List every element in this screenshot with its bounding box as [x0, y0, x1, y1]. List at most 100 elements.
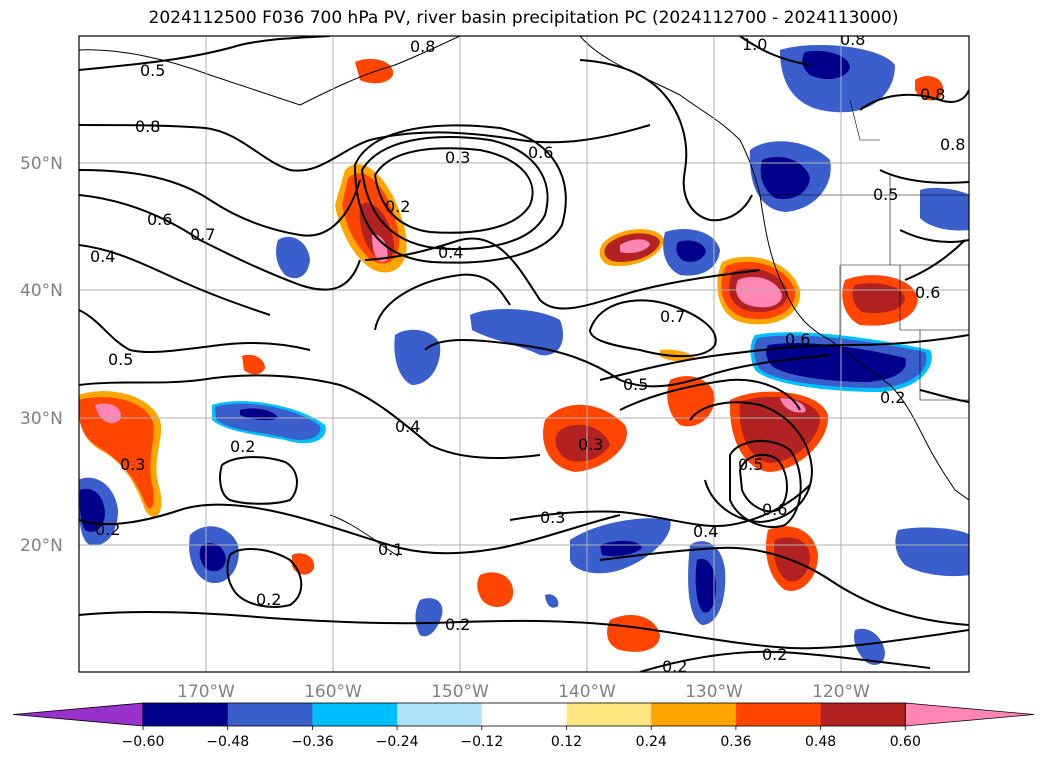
- contour-label: 0.7: [190, 225, 215, 244]
- colorbar-segment: [481, 703, 567, 726]
- colorbar-tick-label: −0.60: [122, 734, 165, 750]
- precip-blob: [242, 354, 265, 375]
- contour-label: 0.3: [445, 148, 470, 167]
- contour-label: 0.6: [528, 143, 553, 162]
- contour-label: 0.7: [660, 307, 685, 326]
- contour-label: 0.5: [738, 455, 763, 474]
- precip-blob: [920, 187, 969, 231]
- gridlines: [79, 36, 969, 672]
- precip-blob: [276, 236, 310, 279]
- colorbar-extend-min: [12, 702, 144, 727]
- colorbar-tick-label: 0.12: [551, 734, 582, 750]
- lat-label: 40°N: [20, 281, 63, 301]
- precip-blob: [760, 156, 810, 200]
- precip-blob: [852, 283, 905, 314]
- precip-blob: [915, 75, 944, 101]
- lat-label: 20°N: [20, 536, 63, 556]
- colorbar-segment: [820, 703, 906, 726]
- precip-blob: [607, 615, 660, 652]
- contour-label: 0.4: [90, 247, 115, 266]
- lat-label: 30°N: [20, 409, 63, 429]
- precip-blob: [766, 343, 906, 382]
- contour-label: 0.6: [147, 210, 172, 229]
- precip-blob: [415, 598, 443, 637]
- contour-label: 0.2: [880, 388, 905, 407]
- precip-blob: [739, 396, 820, 463]
- colorbar-tick-label: −0.24: [376, 734, 419, 750]
- colorbar-tick-label: −0.48: [206, 734, 249, 750]
- colorbar-segment: [143, 703, 229, 726]
- contour-label: 0.8: [135, 117, 160, 136]
- contour-label: 0.2: [230, 437, 255, 456]
- precip-blob: [895, 527, 969, 577]
- colorbar-segment: [312, 703, 398, 726]
- coastline-alaska: [79, 36, 461, 106]
- precip-blob: [736, 276, 782, 308]
- precip-blob: [372, 234, 388, 262]
- colorbar-tick-label: 0.36: [720, 734, 751, 750]
- contour-label: 0.2: [662, 657, 687, 676]
- precip-positive-areas: [79, 58, 944, 652]
- precip-blob: [545, 594, 559, 608]
- precip-blob: [695, 558, 716, 613]
- longitude-labels: 170°W 160°W 150°W 140°W 130°W 120°W: [177, 682, 870, 702]
- pv-contours: [79, 36, 969, 672]
- lon-label: 160°W: [304, 682, 362, 702]
- precip-blob: [355, 58, 394, 84]
- lon-label: 140°W: [558, 682, 616, 702]
- lat-label: 50°N: [20, 154, 63, 174]
- precip-blob: [676, 240, 706, 262]
- colorbar-segment: [651, 703, 737, 726]
- contour-label: 0.8: [940, 135, 965, 154]
- contour-label: 0.3: [120, 455, 145, 474]
- contour-label: 0.2: [762, 645, 787, 664]
- precip-blob: [477, 572, 514, 607]
- contour-label: 0.6: [785, 330, 810, 349]
- colorbar-tick-label: 0.24: [636, 734, 667, 750]
- colorbar-segment: [735, 703, 822, 726]
- contour-label: 0.1: [378, 540, 403, 559]
- lon-label: 130°W: [685, 682, 743, 702]
- precip-blob: [620, 239, 650, 254]
- contour-label: 0.8: [410, 37, 435, 56]
- contour-label: 0.6: [915, 283, 940, 302]
- colorbar-tick-label: 0.48: [805, 734, 836, 750]
- precip-blob: [240, 408, 278, 421]
- precip-blob: [555, 424, 610, 462]
- contour-label: 0.5: [108, 350, 133, 369]
- contour-labels: 0.5 0.8 0.6 0.7 0.4 0.5 0.3 0.2 0.4 0.6 …: [90, 30, 965, 676]
- contour-label: 0.8: [920, 85, 945, 104]
- contour-label: 0.8: [840, 30, 865, 49]
- contour-label: 0.6: [762, 500, 787, 519]
- colorbar-tick-label: −0.12: [460, 734, 503, 750]
- precip-blob: [854, 628, 885, 665]
- precip-blob: [470, 308, 564, 356]
- precip-blob: [802, 50, 850, 80]
- contour-label: 0.4: [438, 243, 463, 262]
- contour-label: 0.4: [395, 417, 420, 436]
- colorbar-segment: [227, 703, 313, 726]
- contour-label: 0.5: [140, 61, 165, 80]
- contour-label: 0.4: [693, 522, 718, 541]
- precip-negative-areas: [79, 45, 969, 665]
- lon-label: 170°W: [177, 682, 235, 702]
- map-title: 2024112500 F036 700 hPa PV, river basin …: [148, 8, 899, 28]
- contour-label: 0.2: [256, 590, 281, 609]
- colorbar-segment: [566, 703, 652, 726]
- contour-label: 0.3: [578, 435, 603, 454]
- contour-label: 0.5: [873, 185, 898, 204]
- map-frame: [78, 35, 970, 673]
- contour-label: 1.0: [742, 35, 767, 54]
- contour-label: 0.2: [385, 197, 410, 216]
- contour-label: 0.2: [445, 615, 470, 634]
- colorbar-border: [142, 702, 906, 727]
- colorbar-tick-label: 0.60: [890, 734, 921, 750]
- colorbar-tick-label: −0.36: [291, 734, 334, 750]
- lon-label: 120°W: [812, 682, 870, 702]
- state-borders: [760, 99, 969, 401]
- precip-blob: [394, 329, 441, 385]
- contour-label: 0.2: [95, 520, 120, 539]
- colorbar-extend-max: [904, 702, 1035, 727]
- contour-label: 0.5: [623, 375, 648, 394]
- contour-label: 0.3: [540, 508, 565, 527]
